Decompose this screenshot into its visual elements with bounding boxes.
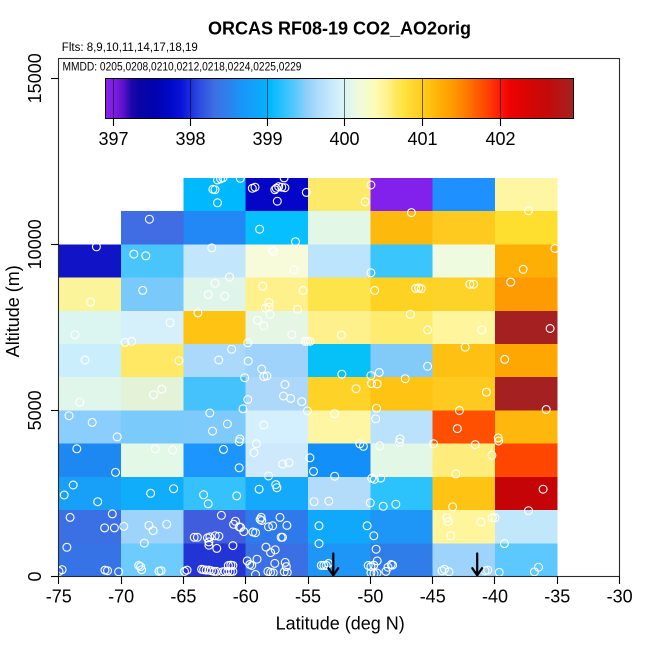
svg-text:ORCAS RF08-19 CO2_AO2orig: ORCAS RF08-19 CO2_AO2orig bbox=[208, 19, 471, 39]
svg-text:-55: -55 bbox=[295, 587, 321, 607]
svg-text:-35: -35 bbox=[544, 587, 570, 607]
svg-text:15000: 15000 bbox=[25, 53, 45, 103]
svg-text:-30: -30 bbox=[607, 587, 633, 607]
svg-text:-45: -45 bbox=[420, 587, 446, 607]
svg-text:-70: -70 bbox=[108, 587, 134, 607]
svg-text:-75: -75 bbox=[46, 587, 72, 607]
svg-text:-50: -50 bbox=[357, 587, 383, 607]
svg-text:399: 399 bbox=[252, 129, 282, 149]
svg-text:MMDD: 0205,0208,0210,0212,0218: MMDD: 0205,0208,0210,0212,0218,0224,0225… bbox=[63, 61, 302, 73]
svg-text:-60: -60 bbox=[233, 587, 259, 607]
svg-text:5000: 5000 bbox=[25, 390, 45, 430]
svg-text:Altitude (m): Altitude (m) bbox=[3, 265, 23, 357]
svg-text:402: 402 bbox=[485, 129, 515, 149]
svg-text:400: 400 bbox=[329, 129, 359, 149]
svg-text:Latitude (deg N): Latitude (deg N) bbox=[276, 614, 405, 634]
svg-text:401: 401 bbox=[407, 129, 437, 149]
svg-text:398: 398 bbox=[175, 129, 205, 149]
svg-text:0: 0 bbox=[25, 571, 45, 581]
svg-text:397: 397 bbox=[98, 129, 128, 149]
svg-text:-40: -40 bbox=[482, 587, 508, 607]
svg-text:Flts: 8,9,10,11,14,17,18,19: Flts: 8,9,10,11,14,17,18,19 bbox=[62, 42, 198, 54]
svg-text:10000: 10000 bbox=[25, 219, 45, 269]
svg-text:-65: -65 bbox=[170, 587, 196, 607]
